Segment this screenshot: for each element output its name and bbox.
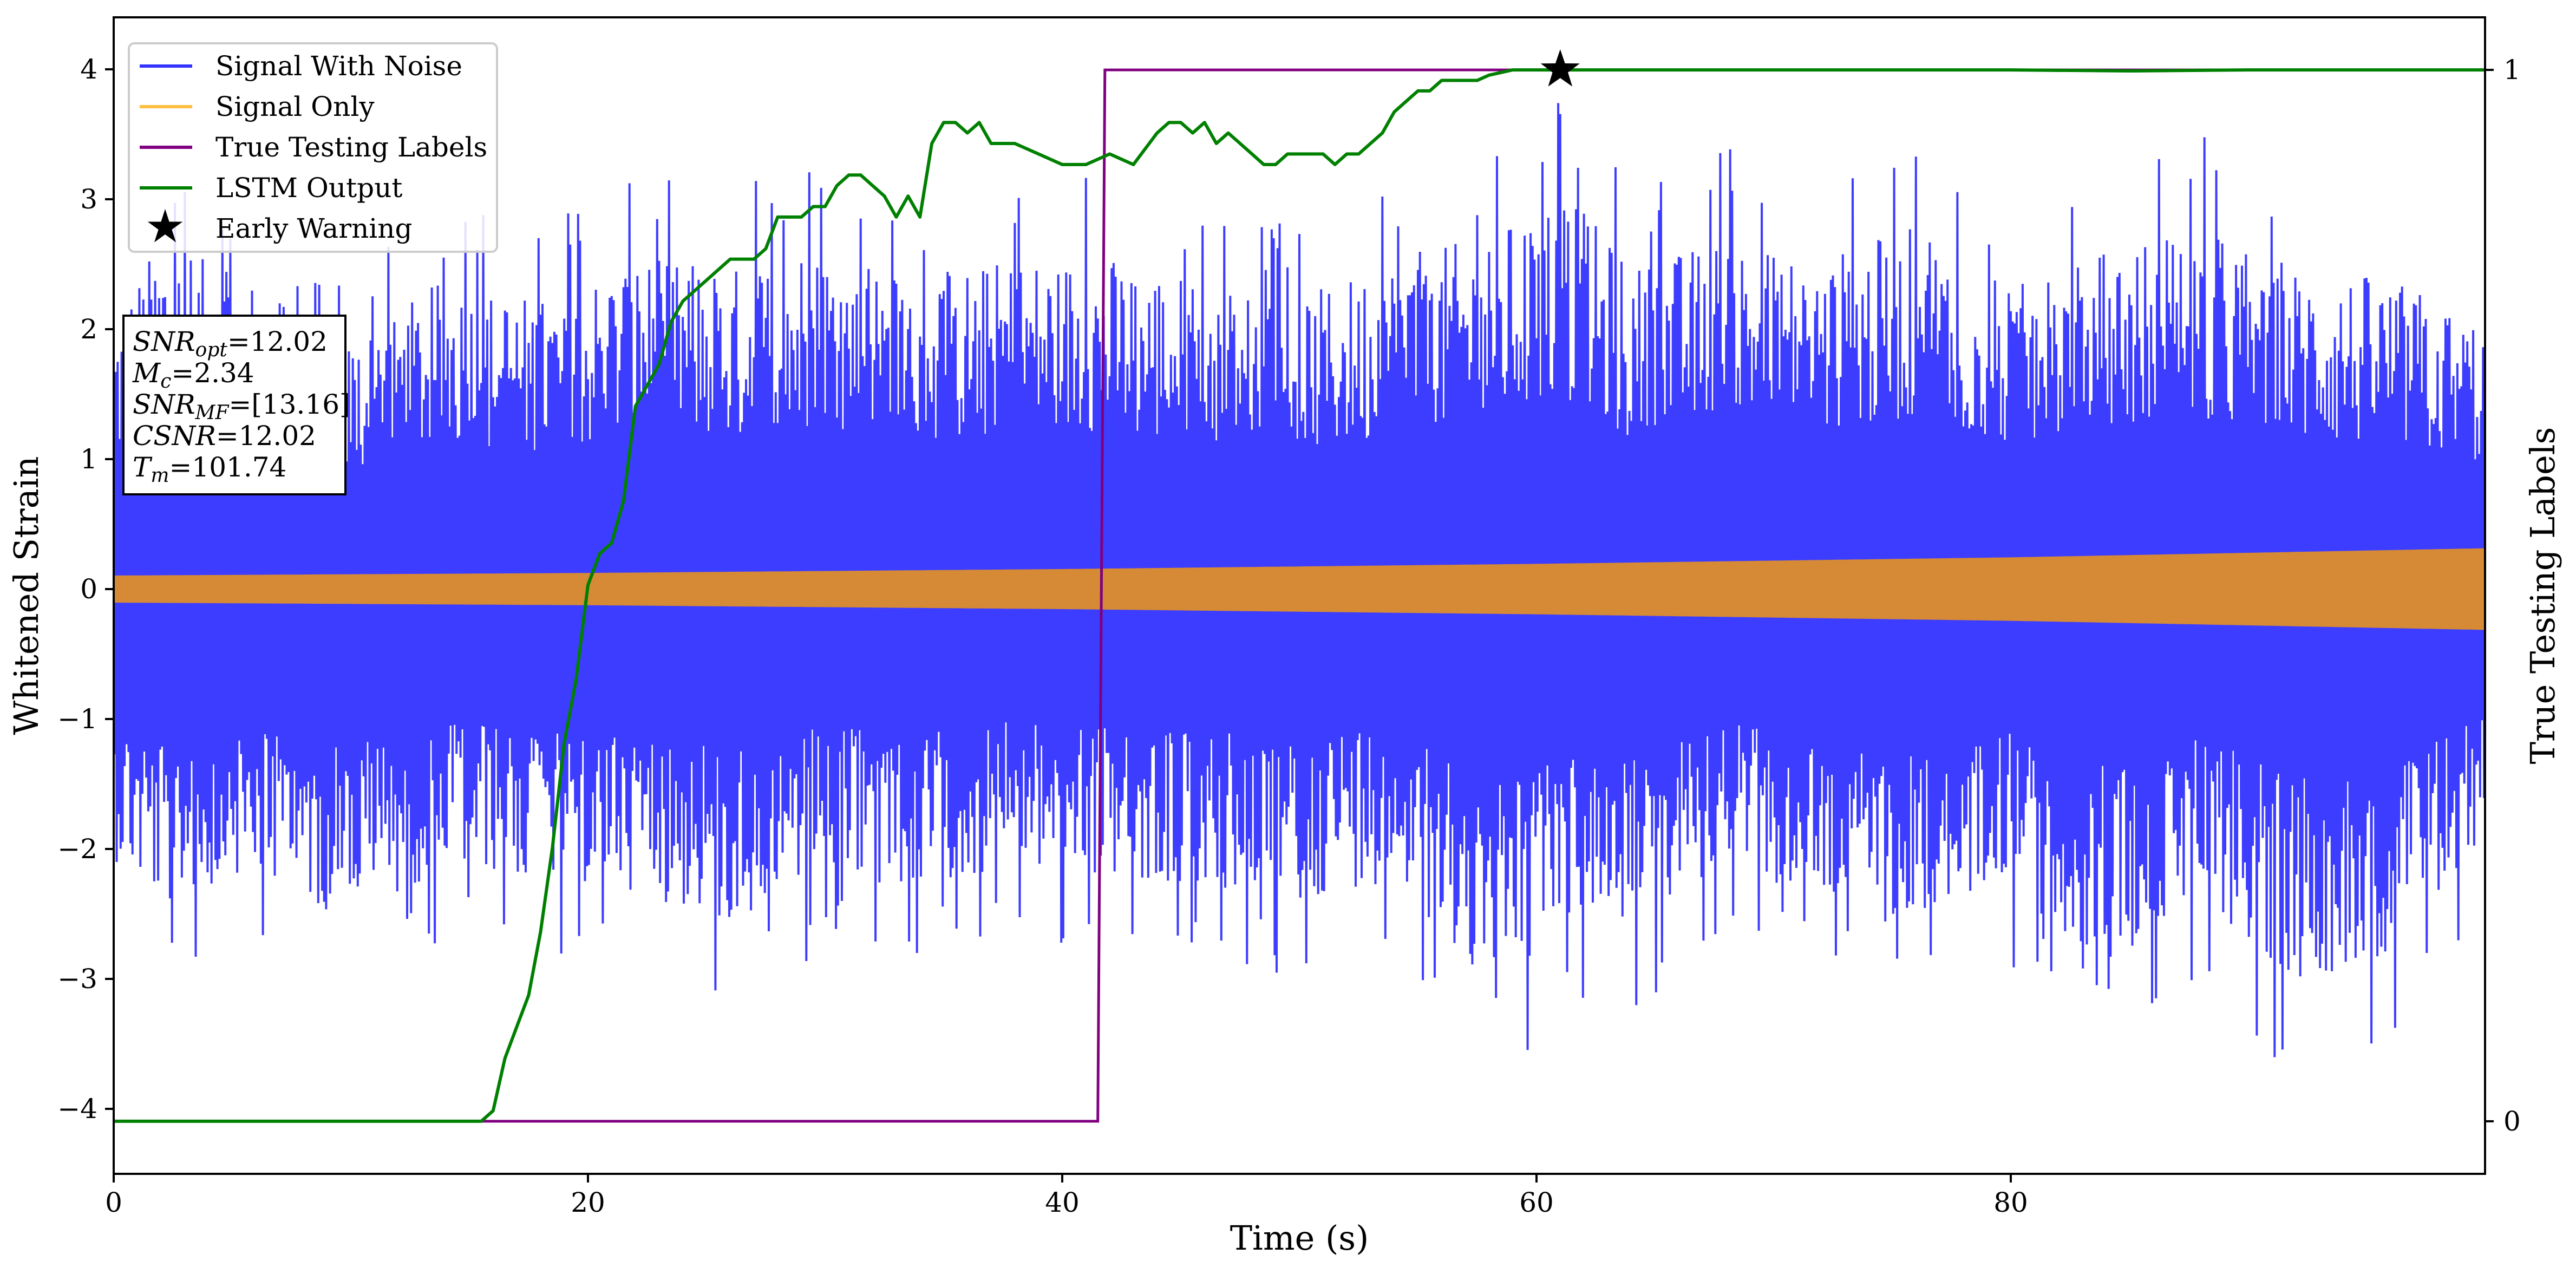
legend-label: Early Warning [215, 213, 413, 244]
y-axis-label-right: True Testing Labels [2523, 427, 2562, 765]
annotation-line: CSNR=12.02 [133, 420, 316, 452]
x-tick-label: 80 [1993, 1187, 2028, 1218]
y-left-tick-label: −1 [57, 703, 97, 735]
x-axis-label: Time (s) [1230, 1218, 1369, 1258]
signal-only-band [114, 548, 2485, 630]
y-left-tick-label: −3 [57, 963, 97, 995]
series-lstm-output [114, 68, 2485, 1123]
y-right-tick-label: 1 [2503, 54, 2521, 86]
series-early-warning [1540, 49, 1580, 87]
annotation-box: SNRopt=12.02Mc=2.34SNRMF=[13.16]CSNR=12.… [122, 315, 350, 495]
y-left-tick-label: −4 [57, 1093, 97, 1125]
annotation-frame [122, 315, 346, 495]
annotation-line: Mc=2.34 [132, 357, 254, 393]
y-left-tick-label: 4 [80, 54, 97, 85]
y-left-tick-label: 0 [80, 573, 97, 605]
legend: Signal With Noise Signal Only True Testing… [128, 42, 498, 253]
legend-label: True Testing Labels [215, 132, 487, 163]
lstm-output-line [114, 68, 2485, 1123]
y-left-tick-label: −2 [57, 833, 97, 865]
legend-frame [128, 42, 498, 253]
legend-label: Signal With Noise [215, 50, 462, 82]
y-right-tick-label: 0 [2503, 1106, 2521, 1137]
y-left-tick-label: 2 [80, 313, 97, 345]
annotation-line: Tm=101.74 [133, 452, 286, 487]
x-tick-label: 20 [571, 1187, 605, 1218]
legend-label: Signal Only [215, 91, 375, 122]
legend-label: LSTM Output [215, 172, 402, 204]
annotation-line: SNRMF=[13.16] [133, 389, 350, 424]
legend-marker [147, 209, 183, 243]
y-axis-label-left: Whitened Strain [6, 456, 46, 735]
series-signal-only [114, 548, 2485, 630]
signal-with-noise-line [114, 103, 2485, 1057]
plot-frame [113, 16, 2486, 1175]
y-left-tick-label: 1 [80, 443, 97, 475]
y-left-tick-label: 3 [80, 184, 97, 215]
annotation-line: SNRopt=12.02 [133, 326, 328, 361]
early-warning-marker [1540, 49, 1580, 87]
x-tick-label: 60 [1519, 1187, 1554, 1218]
x-tick-label: 40 [1045, 1187, 1080, 1218]
x-tick-label: 0 [105, 1187, 122, 1218]
series-signal-with-noise [114, 103, 2485, 1057]
